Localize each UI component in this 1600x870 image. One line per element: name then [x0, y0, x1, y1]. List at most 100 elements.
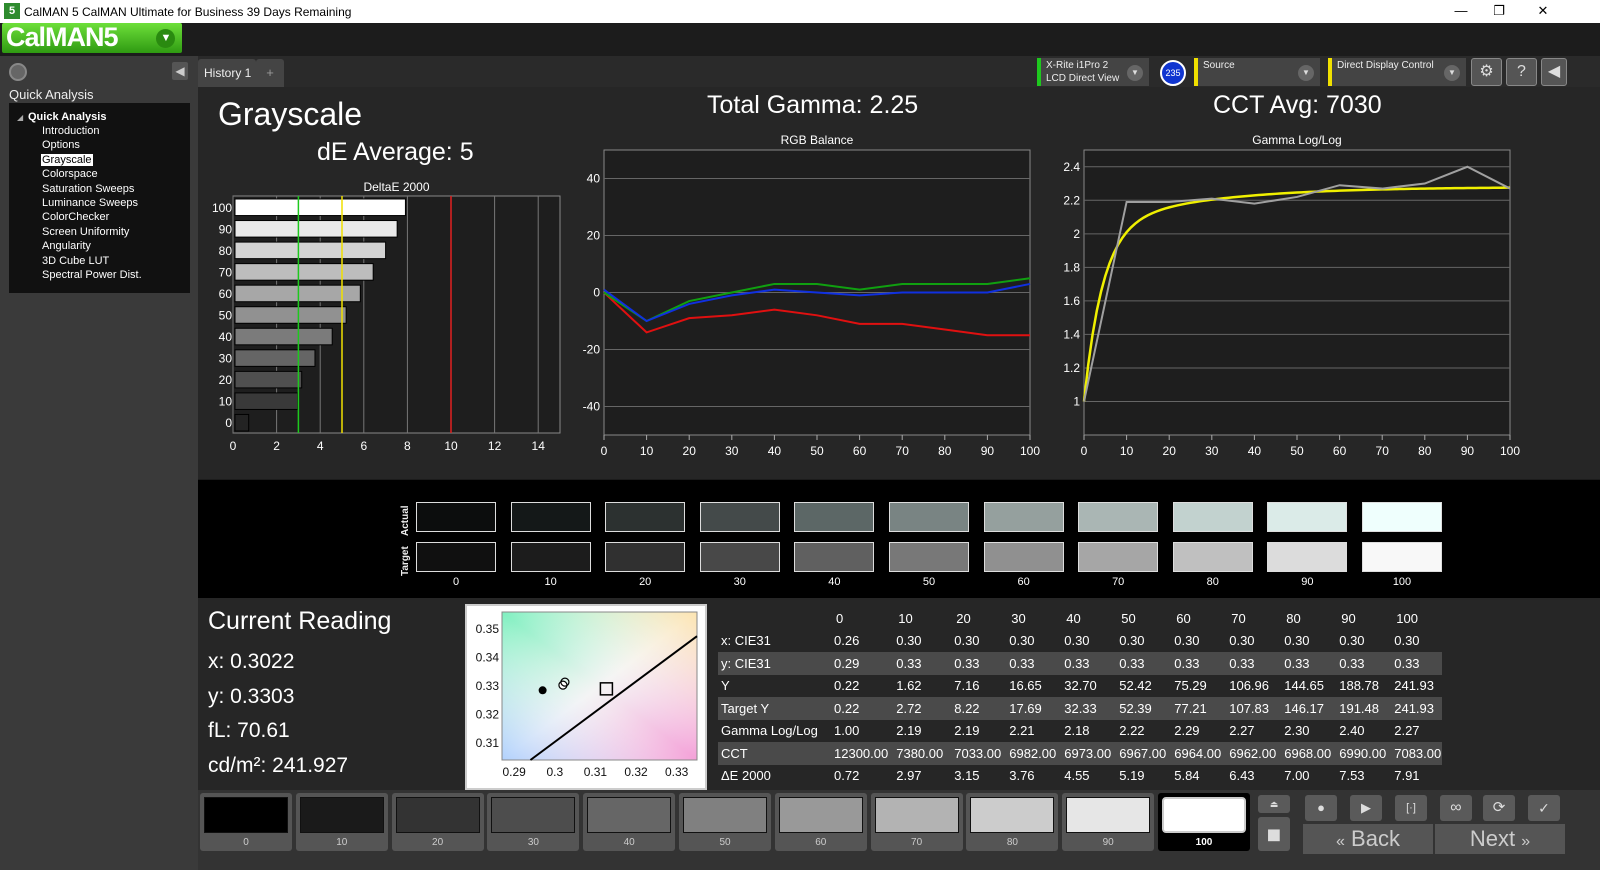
reading-cdm2: cd/m²: 241.927: [208, 754, 349, 777]
chart-title: RGB Balance: [781, 133, 854, 147]
tree-expand-icon[interactable]: ◢: [17, 113, 24, 122]
tree-root-quick-analysis[interactable]: Quick Analysis: [28, 111, 107, 123]
y-tick-label: 0.34: [476, 651, 500, 665]
table-cell: 12300.00: [826, 742, 889, 765]
x-tick-label: 2: [273, 439, 280, 453]
sidebar-item[interactable]: Saturation Sweeps: [42, 182, 135, 195]
sidebar-item[interactable]: Angularity: [42, 240, 91, 253]
table-cell: 2.18: [1064, 723, 1090, 739]
actual-swatch: [889, 502, 969, 532]
bar: [234, 263, 374, 281]
table-cell: 6982.00: [1001, 742, 1057, 765]
cie-chart-frame: 0.29 0.3 0.31 0.32 0.33 0.35 0.34 0.33 0.32 0.31: [465, 604, 707, 790]
sidebar-item[interactable]: Screen Uniformity: [42, 225, 130, 238]
sidebar-item[interactable]: 3D Cube LUT: [42, 254, 110, 267]
actual-swatch: [983, 502, 1064, 532]
table-cell: 2.19: [954, 723, 980, 739]
play-icon[interactable]: ▶: [1350, 795, 1382, 821]
swatch-label: 30: [733, 576, 746, 588]
table-cell: 77.21: [1166, 697, 1222, 720]
add-tab-button[interactable]: +: [256, 59, 284, 87]
y-tick-label: -40: [583, 400, 601, 414]
collapse-right-icon[interactable]: ◀: [1541, 58, 1567, 86]
tab-history[interactable]: History 1: [198, 59, 256, 87]
y-tick-label: 0: [225, 416, 232, 430]
table-header-cell: 70: [1221, 607, 1277, 630]
data-point: [538, 686, 547, 695]
table-cell: 7083.00: [1386, 742, 1443, 765]
table-header-cell: 10: [888, 607, 947, 630]
display-selector[interactable]: Direct Display Control ▼: [1328, 58, 1466, 86]
sidebar-item[interactable]: Options: [42, 139, 80, 152]
patch-button[interactable]: 80: [966, 793, 1059, 851]
sidebar-item[interactable]: Luminance Sweeps: [42, 197, 139, 209]
table-header-cell: 90: [1331, 607, 1387, 630]
patch-label: 60: [815, 837, 827, 848]
reading-y: y: 0.3303: [208, 685, 295, 708]
eject-icon[interactable]: ⏏: [1258, 795, 1290, 813]
source-selector[interactable]: Source ▼: [1194, 58, 1320, 86]
double-chevron-right-icon: »: [1521, 833, 1531, 850]
x-tick-label: 0: [601, 444, 608, 458]
patch-button[interactable]: 90: [1062, 793, 1155, 851]
y-tick-label: 60: [219, 287, 233, 301]
y-tick-label: 0.32: [476, 707, 500, 721]
sidebar-item[interactable]: Grayscale: [41, 153, 93, 166]
source-label: Source: [1203, 60, 1235, 71]
chart-title: DeltaE 2000: [363, 180, 429, 194]
back-button[interactable]: « Back: [1303, 824, 1433, 854]
target-swatch: [699, 542, 780, 572]
refresh-icon[interactable]: ⟳: [1483, 795, 1515, 821]
continuous-icon[interactable]: ∞: [1440, 795, 1472, 821]
table-cell: 241.93: [1394, 678, 1434, 694]
chevron-down-icon[interactable]: ▼: [156, 29, 175, 48]
meter-name: X-Rite i1Pro 2: [1046, 60, 1109, 71]
patch-button[interactable]: 70: [870, 793, 963, 851]
actual-swatch: [416, 502, 496, 532]
table-cell: 0.26: [834, 633, 860, 649]
patch-button[interactable]: 60: [774, 793, 867, 851]
stop-square-icon[interactable]: ◼: [1258, 817, 1290, 851]
patch-button[interactable]: 30: [487, 793, 580, 851]
patch-button[interactable]: 100: [1158, 793, 1250, 851]
sidebar-item[interactable]: Introduction: [42, 125, 100, 137]
check-icon[interactable]: ✓: [1528, 795, 1560, 821]
minimize-button[interactable]: —: [1454, 3, 1468, 18]
close-button[interactable]: ✕: [1537, 3, 1549, 18]
measure-icon[interactable]: [·]: [1395, 795, 1427, 821]
table-cell: Y: [721, 678, 730, 694]
sidebar-item[interactable]: ColorChecker: [42, 211, 110, 224]
next-button[interactable]: Next »: [1435, 824, 1565, 854]
chevron-down-icon[interactable]: ▼: [1127, 65, 1143, 81]
y-tick-label: 0: [593, 286, 600, 300]
collapse-panel-icon[interactable]: ◀: [172, 62, 188, 80]
chevron-down-icon[interactable]: ▼: [1298, 65, 1314, 81]
meter-selector[interactable]: X-Rite i1Pro 2 LCD Direct View ▼: [1037, 58, 1149, 86]
chevron-down-icon[interactable]: ▼: [1444, 65, 1460, 81]
patch-button[interactable]: 20: [391, 793, 484, 851]
window-title: CalMAN 5 CalMAN Ultimate for Business 39…: [24, 5, 352, 19]
table-cell: 6.43: [1229, 768, 1255, 784]
panel-options-icon[interactable]: [9, 63, 27, 81]
patch-button[interactable]: 50: [679, 793, 771, 851]
help-icon[interactable]: ?: [1506, 58, 1537, 86]
patch-button[interactable]: 40: [583, 793, 676, 851]
meter-badge[interactable]: 235: [1160, 60, 1186, 86]
swatch-comparison: [198, 480, 1600, 598]
patch-button[interactable]: 10: [295, 793, 388, 851]
calman-logo-menu[interactable]: CalMAN5 ▼: [2, 23, 182, 53]
sidebar-item[interactable]: Spectral Power Dist.: [42, 269, 142, 281]
stop-icon[interactable]: ●: [1305, 795, 1337, 821]
table-cell: 0.33: [888, 652, 947, 675]
sidebar-item[interactable]: Colorspace: [42, 168, 98, 181]
patch-button[interactable]: 0: [200, 793, 292, 851]
settings-gear-icon[interactable]: ⚙: [1471, 58, 1502, 86]
x-tick-label: 90: [981, 444, 995, 458]
gamma-chart: Gamma Log/Log 0 10 20 30 40 50 60 70 80 90 100 2.4 2.…: [1063, 133, 1520, 458]
table-cell: CCT: [718, 742, 826, 765]
patch-color: [299, 797, 384, 833]
maximize-button[interactable]: ❐: [1493, 3, 1505, 18]
swatch-label: 50: [922, 576, 936, 588]
swatch-label: 80: [1206, 576, 1219, 588]
target-point: [599, 682, 614, 696]
